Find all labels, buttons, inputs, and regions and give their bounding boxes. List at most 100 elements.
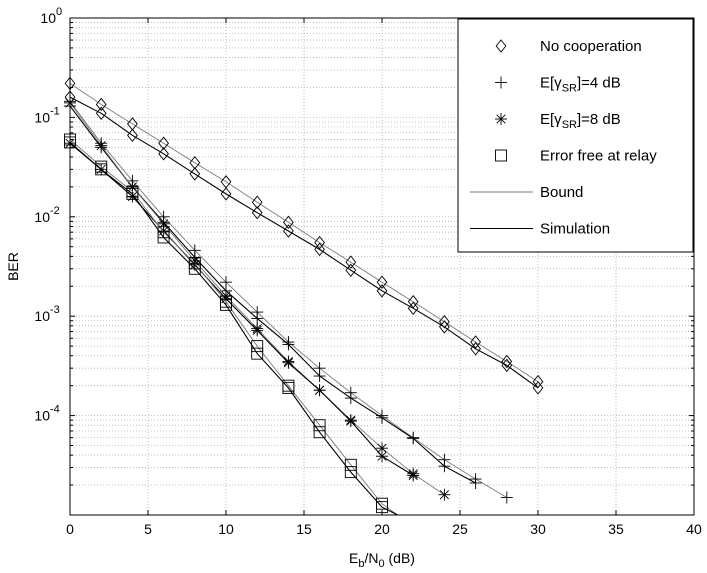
square-marker bbox=[157, 231, 170, 244]
legend-item-sr4: E[γSR]=4 dB bbox=[495, 75, 621, 95]
data-point bbox=[439, 314, 450, 329]
data-point bbox=[501, 354, 513, 369]
legend-label-part: ]=8 dB bbox=[577, 111, 621, 128]
diamond-marker bbox=[127, 128, 138, 143]
data-point bbox=[501, 358, 513, 373]
data-point bbox=[220, 292, 232, 305]
legend-marker bbox=[495, 113, 507, 125]
data-point bbox=[158, 136, 169, 150]
data-point bbox=[376, 275, 388, 289]
legend-item-errFree: Error free at relay bbox=[495, 148, 657, 165]
diamond-marker bbox=[283, 224, 294, 238]
series-errFree-sim bbox=[64, 136, 398, 516]
data-point bbox=[127, 128, 138, 143]
square-marker bbox=[495, 149, 507, 162]
data-point bbox=[251, 347, 264, 360]
data-point bbox=[532, 381, 544, 395]
y-axis-label: BER bbox=[5, 252, 21, 281]
legend-label: No cooperation bbox=[540, 38, 642, 55]
legend-label: Simulation bbox=[540, 221, 610, 238]
data-point bbox=[157, 231, 170, 244]
star-marker-d2 bbox=[496, 114, 506, 124]
data-point bbox=[251, 312, 264, 325]
data-point bbox=[95, 139, 108, 152]
legend-label-part: E[γ bbox=[540, 75, 562, 92]
diamond-marker bbox=[501, 358, 513, 373]
diamond-marker bbox=[251, 195, 263, 209]
data-point bbox=[283, 215, 294, 230]
legend-marker bbox=[495, 149, 507, 162]
data-point bbox=[314, 235, 325, 250]
y-tick-label: 10 bbox=[40, 10, 56, 26]
diamond-marker bbox=[158, 147, 169, 161]
data-point bbox=[469, 476, 482, 489]
legend-label-part: E[γ bbox=[540, 111, 562, 128]
data-point bbox=[313, 370, 326, 383]
square-marker bbox=[251, 340, 264, 353]
square-marker bbox=[251, 347, 264, 360]
legend-label: E[γSR]=8 dB bbox=[540, 111, 621, 131]
data-point bbox=[189, 167, 201, 181]
data-point bbox=[158, 147, 169, 161]
diamond-marker bbox=[220, 187, 232, 201]
star-marker-d2 bbox=[252, 325, 262, 335]
y-tick-exponent: 0 bbox=[56, 6, 62, 18]
star-marker-d2 bbox=[439, 490, 450, 500]
x-tick-label: 15 bbox=[296, 521, 312, 537]
x-axis-label: Eb/N0 (dB) bbox=[349, 550, 415, 570]
diamond-marker bbox=[495, 39, 507, 53]
legend-label: E[γSR]=4 dB bbox=[540, 75, 621, 95]
legend-box bbox=[457, 18, 694, 253]
y-tick-exponent: -4 bbox=[50, 404, 60, 416]
data-point bbox=[282, 356, 295, 369]
diamond-marker bbox=[439, 320, 450, 334]
legend-marker bbox=[495, 76, 507, 89]
legend-label-part: SR bbox=[562, 83, 577, 95]
data-point bbox=[407, 432, 420, 445]
star-marker-d2 bbox=[408, 470, 418, 481]
y-tick-label: 10 bbox=[34, 209, 50, 225]
data-point bbox=[189, 155, 201, 170]
data-point bbox=[439, 320, 450, 334]
diamond-marker bbox=[345, 263, 357, 277]
data-point bbox=[251, 195, 263, 209]
square-marker bbox=[188, 262, 201, 275]
y-tick-label: 10 bbox=[34, 308, 50, 324]
diamond-marker bbox=[314, 235, 325, 250]
data-point bbox=[95, 106, 107, 121]
data-point bbox=[251, 324, 264, 337]
diamond-marker bbox=[407, 301, 419, 316]
star-marker-d2 bbox=[377, 451, 387, 461]
data-point bbox=[376, 284, 388, 298]
diamond-marker bbox=[314, 242, 325, 257]
square-marker bbox=[282, 381, 295, 394]
legend-item-sim: Simulation bbox=[470, 221, 610, 238]
series-layer bbox=[64, 76, 544, 516]
data-point bbox=[438, 460, 451, 473]
data-point bbox=[95, 97, 107, 112]
data-point bbox=[313, 426, 326, 439]
diamond-marker bbox=[189, 155, 201, 170]
square-marker bbox=[126, 187, 139, 200]
y-tick-label: 10 bbox=[34, 408, 50, 424]
x-tick-label: 10 bbox=[218, 521, 234, 537]
data-point bbox=[407, 301, 419, 316]
diamond-marker bbox=[376, 284, 388, 298]
diamond-marker bbox=[501, 354, 513, 369]
star-marker-d2 bbox=[190, 260, 200, 270]
data-point bbox=[313, 384, 326, 397]
data-point bbox=[344, 415, 357, 428]
x-tick-label: 5 bbox=[144, 521, 152, 537]
series-noCoop-sim bbox=[64, 90, 544, 395]
square-marker bbox=[95, 163, 108, 176]
diamond-marker bbox=[158, 136, 169, 150]
square-marker bbox=[313, 426, 326, 439]
data-point bbox=[500, 491, 513, 504]
x-tick-label: 35 bbox=[608, 521, 624, 537]
x-axis-label-part: (dB) bbox=[385, 550, 415, 566]
data-point bbox=[220, 187, 232, 201]
diamond-marker bbox=[439, 314, 450, 329]
